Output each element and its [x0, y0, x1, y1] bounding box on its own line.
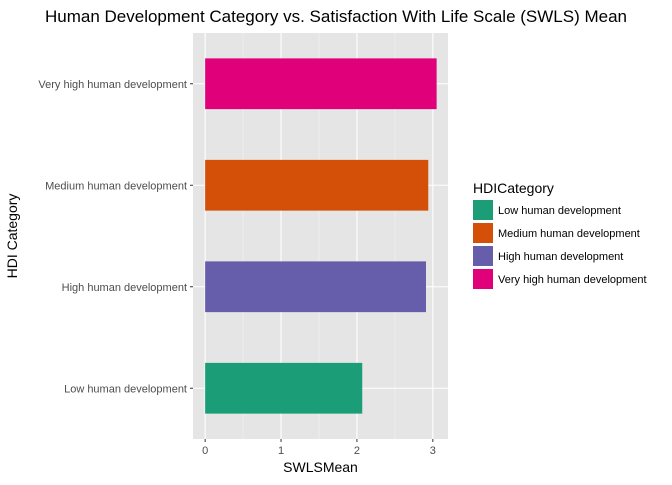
- legend-swatch: [473, 200, 493, 220]
- legend-swatch: [473, 269, 493, 289]
- y-tick-label: Low human development: [64, 383, 187, 395]
- bar: [205, 159, 429, 211]
- y-axis-ticks: Low human development High human developm…: [38, 79, 193, 395]
- legend-title: HDICategory: [473, 180, 554, 196]
- y-axis-title: HDI Category: [4, 194, 20, 279]
- chart-title: Human Development Category vs. Satisfact…: [45, 7, 627, 26]
- x-tick-label: 1: [278, 445, 284, 457]
- legend: Low human development Medium human develo…: [473, 200, 647, 289]
- legend-label: High human development: [498, 251, 623, 263]
- y-tick-label: Very high human development: [38, 79, 187, 91]
- y-tick-label: Medium human development: [45, 180, 187, 192]
- y-tick-label: High human development: [62, 282, 187, 294]
- x-tick-label: 3: [430, 445, 436, 457]
- legend-swatch: [473, 223, 493, 243]
- x-tick-label: 2: [354, 445, 360, 457]
- legend-swatch: [473, 246, 493, 266]
- legend-label: Very high human development: [498, 274, 647, 286]
- bar: [205, 362, 363, 414]
- x-axis-title: SWLSMean: [283, 459, 358, 475]
- legend-label: Low human development: [498, 205, 621, 217]
- bar: [205, 261, 426, 313]
- x-axis-ticks: 0 1 2 3: [202, 439, 436, 457]
- x-tick-label: 0: [202, 445, 208, 457]
- legend-label: Medium human development: [498, 228, 640, 240]
- bar-series: [205, 58, 437, 414]
- bar: [205, 58, 437, 110]
